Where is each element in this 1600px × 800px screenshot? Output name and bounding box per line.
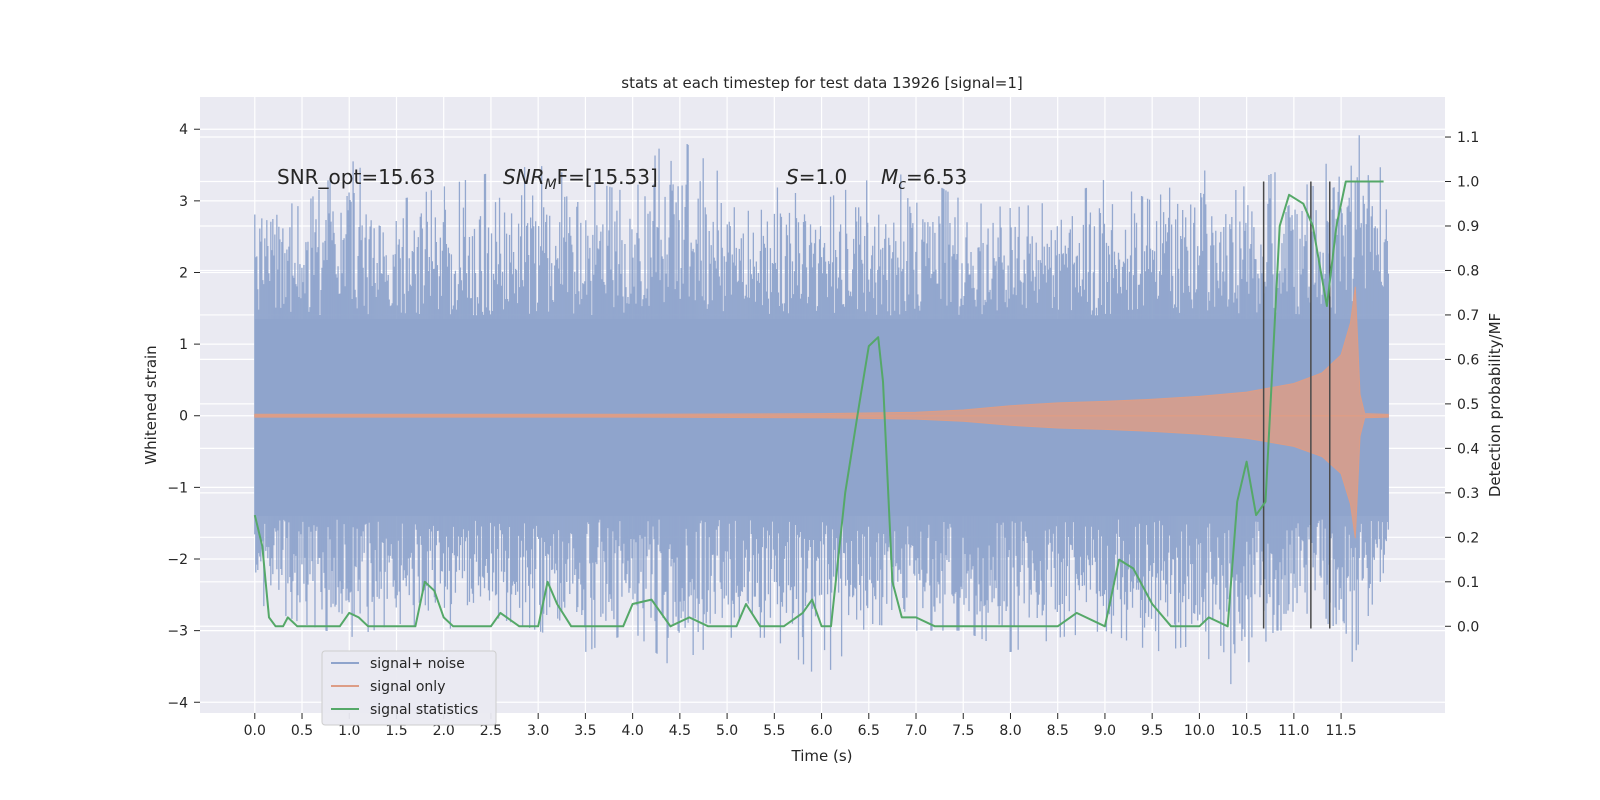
annotation-snr-mf-sub: M <box>545 177 557 193</box>
x-tick-label: 7.5 <box>952 723 974 739</box>
x-tick-label: 1.5 <box>385 723 407 739</box>
legend-label-signal-statistics: signal statistics <box>370 702 478 718</box>
y2-tick-label: 0.7 <box>1457 308 1479 324</box>
legend-label-signal-only: signal only <box>370 679 445 695</box>
y-axis-ticks: −4 −3 −2 −1 0 1 2 3 4 <box>167 122 200 711</box>
y-tick-label: −3 <box>167 624 188 640</box>
y2-axis-ticks: 0.0 0.1 0.2 0.3 0.4 0.5 0.6 0.7 0.8 0.9 1.0 1.1 <box>1445 130 1479 635</box>
x-tick-label: 0.5 <box>291 723 313 739</box>
legend: signal+ noise signal only signal statist… <box>321 650 497 726</box>
annotation-snr-mf-rest: F=[15.53] <box>557 165 658 189</box>
y-tick-label: 2 <box>179 265 188 281</box>
y2-tick-label: 0.3 <box>1457 486 1479 502</box>
y-tick-label: 1 <box>179 337 188 353</box>
x-tick-label: 2.0 <box>433 723 455 739</box>
y2-tick-label: 0.8 <box>1457 263 1479 279</box>
x-tick-label: 0.0 <box>244 723 266 739</box>
annotation-snr-opt: SNR_opt=15.63 <box>277 165 435 189</box>
x-tick-label: 4.5 <box>669 723 691 739</box>
x-tick-label: 2.5 <box>480 723 502 739</box>
y2-tick-label: 0.1 <box>1457 575 1479 591</box>
y2-tick-label: 1.0 <box>1457 175 1479 191</box>
y2-tick-label: 0.4 <box>1457 441 1479 457</box>
annotation-snr-mf: SNRMF=[15.53] <box>503 165 658 193</box>
x-axis-ticks: 0.0 0.5 1.0 1.5 2.0 2.5 3.0 3.5 4.0 4.5 5.0 5.5 6.0 6… <box>244 713 1357 739</box>
y2-axis-label: Detection probability/MF <box>1486 313 1504 497</box>
annotation-mc-sub: c <box>898 177 906 193</box>
y2-tick-label: 1.1 <box>1457 130 1479 146</box>
x-tick-label: 3.0 <box>527 723 549 739</box>
y-tick-label: 0 <box>179 409 188 425</box>
annotation-mc-rest: =6.53 <box>906 165 967 189</box>
y2-tick-label: 0.9 <box>1457 219 1479 235</box>
signal-statistics-line <box>253 180 1384 628</box>
x-axis-label: Time (s) <box>791 747 853 765</box>
x-tick-label: 6.5 <box>858 723 880 739</box>
y-tick-label: −1 <box>167 480 188 496</box>
annotation-s-rest: =1.0 <box>799 165 848 189</box>
x-tick-label: 8.5 <box>1047 723 1069 739</box>
y-tick-label: −2 <box>167 552 188 568</box>
signal-only-envelope <box>254 286 1389 539</box>
chart-title: stats at each timestep for test data 139… <box>621 74 1022 92</box>
x-tick-label: 5.0 <box>716 723 738 739</box>
x-tick-label: 6.0 <box>810 723 832 739</box>
annotation-snr-mf-main: SNR <box>503 165 545 189</box>
y2-tick-label: 0.2 <box>1457 530 1479 546</box>
vertical-marker-lines <box>1262 181 1331 629</box>
y2-tick-label: 0.6 <box>1457 352 1479 368</box>
signal-only-band <box>254 286 1389 539</box>
annotation-mc-main: M <box>881 165 898 189</box>
x-tick-label: 7.0 <box>905 723 927 739</box>
y-tick-label: −4 <box>167 695 188 711</box>
x-tick-label: 4.0 <box>621 723 643 739</box>
x-tick-label: 5.5 <box>763 723 785 739</box>
annotation-mc: Mc=6.53 <box>881 165 967 193</box>
y-axis-label: Whitened strain <box>142 345 160 464</box>
x-tick-label: 9.0 <box>1094 723 1116 739</box>
x-tick-label: 10.5 <box>1231 723 1262 739</box>
signal-statistics-polyline <box>253 180 1384 628</box>
legend-box <box>321 650 497 726</box>
x-tick-label: 8.0 <box>999 723 1021 739</box>
x-tick-label: 1.0 <box>338 723 360 739</box>
annotation-s: S=1.0 <box>786 165 847 189</box>
y-tick-label: 4 <box>179 122 188 138</box>
annotation-s-main: S <box>786 165 799 189</box>
x-tick-label: 9.5 <box>1141 723 1163 739</box>
y2-tick-label: 0.0 <box>1457 619 1479 635</box>
legend-label-signal-noise: signal+ noise <box>370 656 465 672</box>
x-tick-label: 11.5 <box>1326 723 1357 739</box>
x-tick-label: 10.0 <box>1184 723 1215 739</box>
x-tick-label: 3.5 <box>574 723 596 739</box>
y-tick-label: 3 <box>179 194 188 210</box>
y2-tick-label: 0.5 <box>1457 397 1479 413</box>
x-tick-label: 11.0 <box>1278 723 1309 739</box>
